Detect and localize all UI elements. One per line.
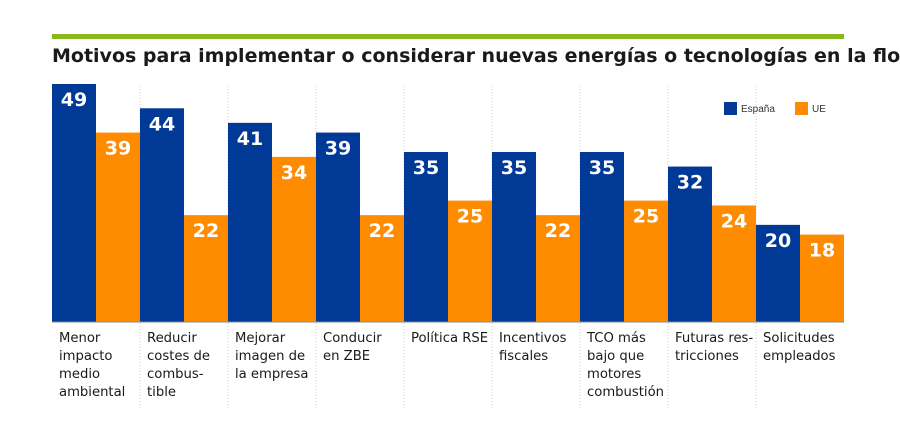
value-label-ue-5: 22 [545, 220, 571, 242]
bar-espana-2 [228, 122, 272, 322]
value-label-espana-2: 41 [237, 128, 263, 150]
value-label-ue-2: 34 [281, 162, 307, 184]
value-label-espana-0: 49 [61, 89, 87, 111]
bar-espana-6 [580, 152, 624, 322]
category-label-6: TCO más bajo que motores combustión [587, 331, 665, 400]
category-label-2: Mejorar imagen de la empresa [235, 331, 309, 382]
bar-espana-0 [52, 84, 96, 322]
category-label-7: Futuras res- tricciones [675, 331, 754, 364]
value-label-ue-3: 22 [369, 220, 395, 242]
category-label-5: Incentivos fiscales [499, 331, 567, 364]
bar-ue-1 [184, 215, 228, 322]
chart-title: Motivos para implementar o considerar nu… [52, 45, 900, 67]
bar-ue-3 [360, 215, 404, 322]
value-label-espana-6: 35 [589, 157, 615, 179]
value-label-espana-5: 35 [501, 157, 527, 179]
accent-rule [52, 34, 844, 39]
value-label-espana-4: 35 [413, 157, 439, 179]
bar-espana-1 [140, 108, 184, 323]
category-label-0: Menor impacto medio ambiental [59, 331, 126, 400]
legend-label-ue: UE [812, 104, 826, 115]
value-label-ue-7: 24 [721, 210, 747, 232]
value-label-espana-1: 44 [149, 113, 175, 135]
legend-label-espana: España [741, 104, 775, 115]
bars-group [52, 84, 844, 323]
category-label-3: Conducir en ZBE [323, 331, 382, 364]
bar-ue-0 [96, 132, 140, 322]
value-label-ue-0: 39 [105, 138, 131, 160]
bar-espana-4 [404, 152, 448, 322]
bar-ue-6 [624, 200, 668, 322]
category-label-1: Reducir costes de combus- tible [147, 331, 211, 400]
category-label-8: Solicitudes empleados [763, 331, 836, 364]
bar-ue-5 [536, 215, 580, 322]
value-label-ue-6: 25 [633, 206, 659, 228]
value-label-ue-1: 22 [193, 220, 219, 242]
bar-ue-4 [448, 200, 492, 322]
category-label-4: Política RSE [411, 331, 489, 346]
bar-espana-5 [492, 152, 536, 322]
legend-swatch-espana [724, 102, 737, 115]
bar-ue-8 [800, 234, 844, 322]
value-label-ue-4: 25 [457, 206, 483, 228]
value-label-espana-8: 20 [765, 230, 791, 252]
bar-ue-7 [712, 205, 756, 322]
bar-ue-2 [272, 156, 316, 322]
value-labels-group: 49 39 44 22 41 34 39 22 35 25 35 22 35 25 32 24 20 18 [61, 89, 835, 262]
bar-espana-3 [316, 132, 360, 322]
legend: España UE [724, 102, 826, 115]
bar-espana-7 [668, 166, 712, 322]
value-label-espana-3: 39 [325, 138, 351, 160]
legend-swatch-ue [795, 102, 808, 115]
value-label-espana-7: 32 [677, 172, 703, 194]
bar-espana-8 [756, 224, 800, 322]
value-label-ue-8: 18 [809, 240, 835, 262]
